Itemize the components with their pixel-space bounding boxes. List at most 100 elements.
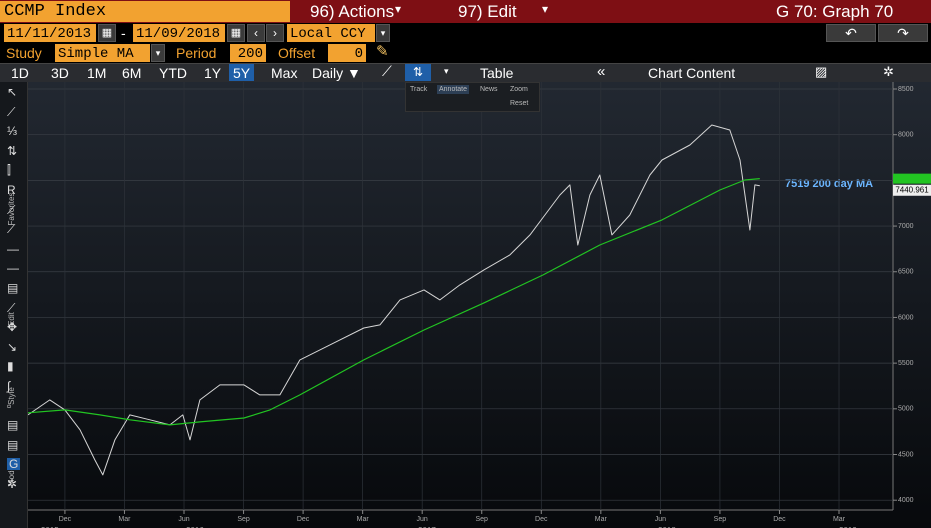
chart-icon[interactable]: ⟋ <box>382 63 392 79</box>
settings-icon[interactable]: ✲ <box>883 64 894 79</box>
tool-icon[interactable]: ∫ <box>7 379 11 393</box>
tool-icon[interactable]: — <box>7 241 19 256</box>
y-tick-label: 6500 <box>898 269 914 276</box>
x-year-label: 2015 <box>41 526 59 528</box>
start-date[interactable]: 11/11/2013 <box>4 24 96 42</box>
dropdown[interactable]: ▾ <box>376 24 390 42</box>
x-year-label: 2016 <box>186 526 204 528</box>
frequency-menu[interactable]: Daily ▼ <box>312 65 361 81</box>
tool-icon[interactable]: ⅓ <box>7 124 18 139</box>
tool-icon[interactable]: ✥ <box>7 320 18 335</box>
table-button[interactable]: Table <box>480 65 514 81</box>
period-button[interactable]: 1D <box>11 65 29 81</box>
tool-icon[interactable]: ⇅ <box>7 143 18 158</box>
tool-icon[interactable]: ▤ <box>7 418 19 433</box>
tool-icon[interactable]: G <box>7 457 21 472</box>
study-field[interactable]: Simple MA <box>55 44 150 62</box>
tool-icon[interactable]: ⟋ <box>7 222 16 237</box>
security-field[interactable]: CCMP Index <box>0 1 290 22</box>
collapse-button[interactable]: « <box>597 63 606 80</box>
y-tick-label: 4500 <box>898 451 914 458</box>
y-tick-label: 8500 <box>898 86 914 93</box>
offset-label: Offset <box>278 45 316 61</box>
chart-tool[interactable]: News <box>480 86 498 93</box>
ma-annotation: 7519 200 day MA <box>785 178 873 190</box>
dropdown[interactable]: ▾ <box>151 44 165 62</box>
x-year-label: 2019 <box>839 526 857 528</box>
period-button[interactable]: 1Y <box>204 65 222 81</box>
x-tick-label: Dec <box>773 516 786 523</box>
y-tick-label: 4000 <box>898 497 914 504</box>
x-year-label: 2018 <box>658 526 676 528</box>
period-button[interactable]: 5Y <box>229 64 255 81</box>
actions-menu[interactable]: 96) Actions <box>310 2 395 21</box>
period-label: Period <box>176 45 217 61</box>
last-value-tag <box>893 184 931 196</box>
tool-icon[interactable]: ✲ <box>7 477 18 491</box>
chart-tools-panel <box>405 82 540 112</box>
tool-icon[interactable]: R <box>7 183 16 197</box>
chart-tool[interactable]: Track <box>410 86 428 93</box>
tool-icon[interactable]: ⟋ <box>7 202 16 217</box>
tool-icon[interactable]: ▮ <box>7 359 14 374</box>
redo-button[interactable]: ↷ <box>878 24 928 42</box>
graph-name: G 70: Graph 70 <box>776 2 894 21</box>
tool-icon[interactable]: ▫ <box>7 398 12 413</box>
sidebar <box>0 82 28 528</box>
tool-icon[interactable]: ↘ <box>7 339 18 354</box>
date-separator: - <box>121 25 126 41</box>
x-tick-label: Dec <box>297 516 310 523</box>
x-tick-label: Jun <box>178 516 189 523</box>
chart-content-button[interactable]: Chart Content <box>648 65 736 81</box>
period-button[interactable]: YTD <box>159 65 187 81</box>
x-tick-label: Dec <box>59 516 72 523</box>
period-button[interactable]: 1M <box>87 65 107 81</box>
chart-tool[interactable]: Reset <box>510 100 529 107</box>
period-button[interactable]: 6M <box>122 65 142 81</box>
undo-button[interactable]: ↶ <box>826 24 876 42</box>
end-date[interactable]: 11/09/2018 <box>133 24 225 42</box>
pencil-icon[interactable]: ✎ <box>376 43 389 60</box>
chart-tool[interactable]: Annotate <box>437 85 470 94</box>
next-button[interactable]: › <box>266 24 284 42</box>
x-tick-label: Mar <box>357 516 370 523</box>
period-button[interactable]: Max <box>271 65 298 81</box>
tools-button[interactable]: ⇅ <box>405 64 431 81</box>
calendar-button[interactable]: ▦ <box>98 24 116 42</box>
x-tick-label: Sep <box>237 516 250 523</box>
series-line <box>27 124 760 476</box>
y-tick-label: 5500 <box>898 360 914 367</box>
ma-value-tag <box>893 173 931 184</box>
tool-icon[interactable]: ⟋ <box>7 104 16 119</box>
x-tick-label: Mar <box>595 516 608 523</box>
tool-icon[interactable]: ⫿ <box>7 163 11 178</box>
currency-field[interactable]: Local CCY <box>287 24 375 42</box>
y-tick-label: 7000 <box>898 223 914 230</box>
y-tick-label: 8000 <box>898 132 914 139</box>
offset-field[interactable]: 0 <box>328 44 366 62</box>
x-tick-label: Jun <box>417 516 428 523</box>
tool-icon[interactable]: — <box>7 261 19 276</box>
tool-icon[interactable]: ↖ <box>7 85 18 99</box>
edit-icon[interactable]: ▨ <box>815 64 828 79</box>
tool-icon[interactable]: ▤ <box>7 437 19 452</box>
x-tick-label: Sep <box>476 516 489 523</box>
last-value-label: 7440.961 <box>895 185 929 194</box>
prev-button[interactable]: ‹ <box>247 24 265 42</box>
tool-icon[interactable]: ▤ <box>7 281 19 295</box>
tool-icon[interactable]: ⟋ <box>7 300 16 315</box>
y-tick-label: 6000 <box>898 314 914 321</box>
edit-menu[interactable]: 97) Edit <box>458 2 517 21</box>
x-tick-label: Jun <box>655 516 666 523</box>
period-field[interactable]: 200 <box>230 44 266 62</box>
x-tick-label: Sep <box>714 516 727 523</box>
period-button[interactable]: 3D <box>51 65 69 81</box>
calendar-button[interactable]: ▦ <box>227 24 245 42</box>
chart-tool[interactable]: Zoom <box>510 86 528 93</box>
x-year-label: 2017 <box>418 526 436 528</box>
x-tick-label: Dec <box>535 516 548 523</box>
x-tick-label: Mar <box>118 516 131 523</box>
series-line <box>27 178 760 426</box>
